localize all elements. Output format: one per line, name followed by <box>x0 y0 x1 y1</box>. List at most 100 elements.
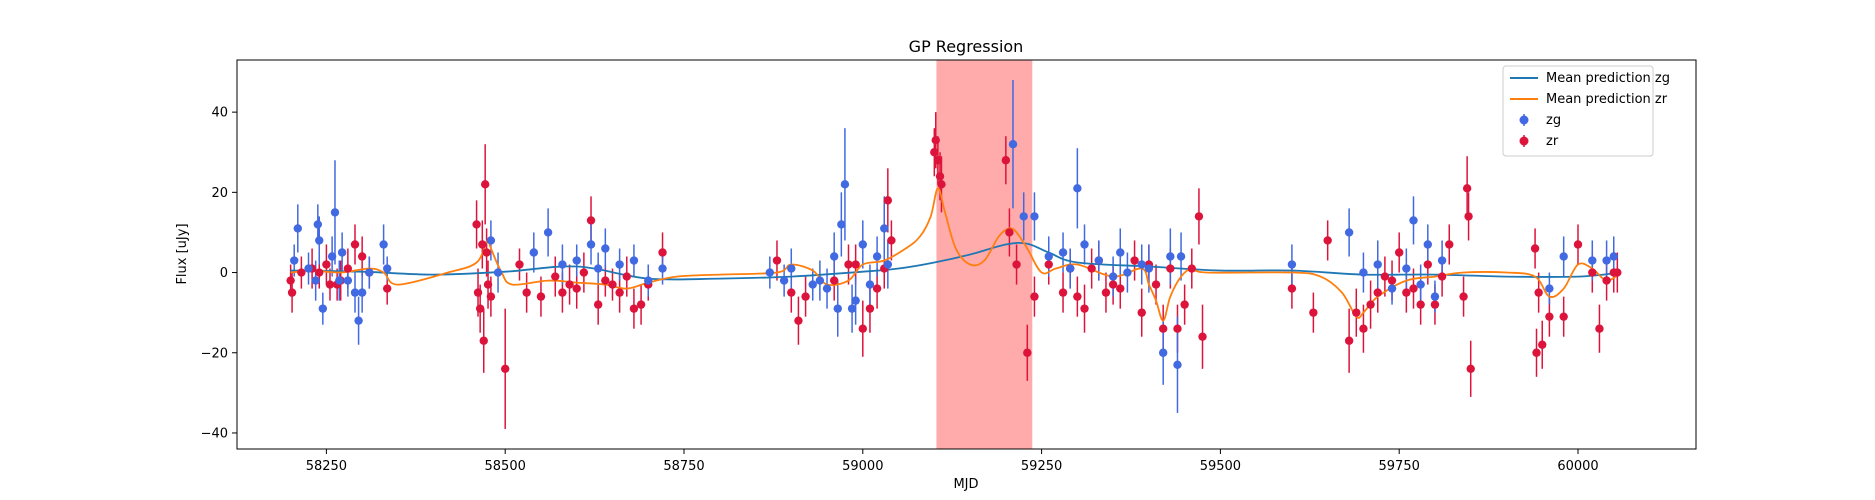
x-axis-ticks: 58250 58500 58750 59000 59250 59500 59750 60000 <box>306 449 1599 474</box>
zg-point-48 <box>1008 140 1018 149</box>
zr-point-101 <box>1430 300 1440 309</box>
zr-point-22 <box>486 292 496 301</box>
zr-point-103 <box>1445 240 1454 249</box>
zr-point-4 <box>315 268 324 277</box>
zr-point-73 <box>1108 280 1118 289</box>
zr-point-94 <box>1380 272 1390 281</box>
legend-zg-marker <box>1519 114 1529 126</box>
zr-point-83 <box>1187 264 1196 273</box>
zr-point-18 <box>479 336 488 345</box>
zg-point-13 <box>354 316 363 325</box>
zr-point-49 <box>858 324 867 333</box>
x-tick-label-59750: 59750 <box>1379 459 1420 474</box>
zg-point-40 <box>840 180 850 189</box>
zg-point-79 <box>1588 256 1597 265</box>
zr-point-2 <box>297 268 306 277</box>
zg-point-57 <box>1108 272 1118 281</box>
zr-point-32 <box>586 216 596 225</box>
zr-point-95 <box>1387 276 1397 285</box>
zg-point-33 <box>787 264 796 273</box>
zr-point-17 <box>478 240 487 249</box>
zg-point-27 <box>615 260 624 269</box>
zr-point-66 <box>1058 288 1068 297</box>
zr-point-81 <box>1173 324 1182 333</box>
zg-point-54 <box>1073 184 1082 193</box>
zr-point-19 <box>480 180 490 189</box>
zg-point-39 <box>837 220 846 229</box>
zg-point-11 <box>343 276 353 285</box>
legend-zg-dot <box>1519 115 1529 125</box>
zr-point-98 <box>1409 284 1418 293</box>
zr-point-39 <box>636 300 646 309</box>
zg-point-35 <box>815 276 825 285</box>
zr-point-47 <box>844 260 853 269</box>
zr-point-24 <box>515 260 524 269</box>
zr-point-90 <box>1352 308 1361 317</box>
zr-point-38 <box>629 304 639 313</box>
zr-point-13 <box>382 284 392 293</box>
zr-point-9 <box>343 264 353 273</box>
zr-point-104 <box>1459 292 1468 301</box>
chart-title: GP Regression <box>909 37 1024 56</box>
zg-point-64 <box>1173 360 1182 369</box>
zr-point-58 <box>935 172 945 181</box>
zr-point-20 <box>482 248 491 257</box>
zr-point-56 <box>931 136 940 145</box>
zg-point-31 <box>765 268 775 277</box>
zg-point-20 <box>529 248 539 257</box>
zr-point-62 <box>1012 260 1021 269</box>
zg-point-61 <box>1144 264 1154 273</box>
zr-point-107 <box>1466 364 1475 373</box>
zr-point-60 <box>1001 156 1011 165</box>
zr-point-109 <box>1532 348 1541 357</box>
x-tick-label-58250: 58250 <box>306 459 347 474</box>
highlighted-time-window <box>936 60 1033 449</box>
zr-point-75 <box>1130 256 1139 265</box>
zg-point-14 <box>357 288 367 297</box>
zr-point-78 <box>1151 280 1161 289</box>
zg-point-56 <box>1094 256 1104 265</box>
zg-point-12 <box>350 288 360 297</box>
x-tick-label-59250: 59250 <box>1021 459 1062 474</box>
zg-point-60 <box>1137 260 1146 269</box>
zr-point-97 <box>1402 288 1411 297</box>
zr-point-1 <box>287 288 297 297</box>
zr-point-0 <box>286 276 295 285</box>
zr-point-29 <box>565 280 574 289</box>
zr-point-85 <box>1198 332 1207 341</box>
zr-point-23 <box>500 364 510 373</box>
zg-point-36 <box>822 284 832 293</box>
plot-area <box>236 59 1697 450</box>
y-axis-label: Flux [uJy] <box>175 223 190 284</box>
zr-point-70 <box>1087 264 1096 273</box>
zr-point-34 <box>601 276 610 285</box>
zr-point-65 <box>1044 260 1053 269</box>
zg-point-25 <box>593 264 603 273</box>
zr-point-30 <box>572 284 581 293</box>
zg-point-21 <box>543 228 553 237</box>
zr-point-86 <box>1287 284 1297 293</box>
zg-point-53 <box>1066 264 1075 273</box>
zg-point-58 <box>1116 248 1125 257</box>
legend-zr-line-label: Mean prediction zr <box>1546 92 1668 107</box>
y-tick-label--40: −40 <box>201 426 228 441</box>
zg-point-75 <box>1430 292 1440 301</box>
zr-point-25 <box>522 288 531 297</box>
zr-point-36 <box>615 288 624 297</box>
zg-point-78 <box>1559 252 1568 261</box>
zr-point-21 <box>483 280 493 289</box>
zg-point-42 <box>851 296 860 305</box>
zr-point-6 <box>325 280 335 289</box>
zr-point-79 <box>1158 324 1168 333</box>
zr-point-45 <box>801 292 810 301</box>
zr-point-115 <box>1588 268 1597 277</box>
zg-point-76 <box>1437 256 1447 265</box>
zg-point-10 <box>337 248 347 257</box>
zr-point-102 <box>1437 272 1447 281</box>
x-tick-label-59500: 59500 <box>1200 459 1241 474</box>
zr-point-16 <box>475 304 485 313</box>
zr-point-91 <box>1359 324 1368 333</box>
zr-point-93 <box>1373 288 1382 297</box>
zg-point-19 <box>493 268 503 277</box>
